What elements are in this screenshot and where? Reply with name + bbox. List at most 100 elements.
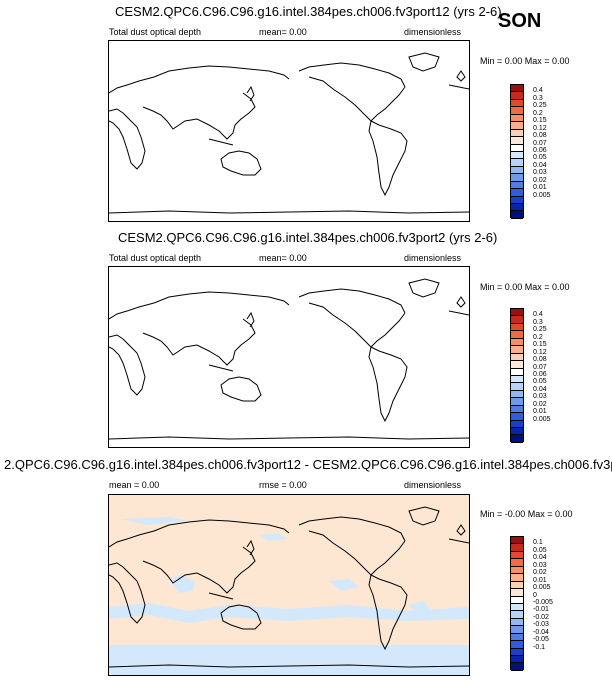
colorbar-tick-label: 0.05 (533, 546, 547, 554)
colorbar-swatch (511, 361, 523, 369)
coastline-segment (220, 604, 262, 630)
coastline (109, 495, 469, 675)
colorbar-swatch (511, 537, 523, 545)
colorbar-swatch (511, 589, 523, 597)
panel-title: CESM2.QPC6.C96.C96.g16.intel.384pes.ch00… (118, 230, 498, 245)
coastline-segment (246, 539, 255, 556)
coastline-segment (109, 562, 146, 624)
negative-difference-region (169, 575, 195, 593)
mean-label: mean = 0.00 (109, 480, 160, 490)
variable-label: Total dust optical depth (109, 27, 202, 37)
colorbar-tick-label: 0.04 (533, 554, 547, 562)
colorbar-swatch (511, 656, 523, 664)
coastline-segment (448, 310, 469, 316)
colorbar-labels: 0.4 0.3 0.25 0.2 0.15 0.12 0.08 0.07 0.06 0.05 0.0… (511, 308, 571, 442)
colorbar-swatch (511, 331, 523, 339)
mean-label: mean= 0.00 (259, 27, 307, 37)
colorbar-swatch (511, 420, 523, 428)
coastline-segment (368, 346, 408, 423)
colorbar-swatch (511, 196, 523, 204)
colorbar-swatch (511, 92, 523, 100)
colorbar-tick-label: 0.05 (533, 154, 547, 162)
coastline-segment (456, 296, 466, 308)
colorbar-swatch (511, 375, 523, 384)
colorbar-tick-label: -0.04 (533, 628, 549, 636)
coastline-segment (368, 574, 408, 651)
colorbar-swatch (511, 99, 523, 108)
colorbar-swatch (511, 122, 523, 130)
units-label: dimensionless (404, 253, 462, 263)
colorbar-swatch (511, 618, 523, 627)
min-max-label: Min = 0.00 Max = 0.00 (480, 282, 570, 292)
min-max-label: Min = 0.00 Max = 0.00 (480, 56, 570, 66)
negative-difference-region (259, 533, 287, 541)
coastline-segment (448, 84, 469, 90)
colorbar-tick-label: 0.4 (533, 87, 543, 95)
world-map (108, 266, 470, 448)
colorbar-tick-label: 0.04 (533, 161, 547, 169)
colorbar-labels: 0.1 0.05 0.04 0.03 0.02 0.01 0.005 0 -0.005 -0.01… (511, 536, 571, 670)
coastline-segment (220, 150, 262, 176)
units-label: dimensionless (404, 27, 462, 37)
colorbar-swatch (511, 309, 523, 317)
coastline-segment (448, 538, 469, 544)
colorbar-tick-label: 0.25 (533, 102, 547, 110)
colorbar-tick-label: -0.05 (533, 636, 549, 644)
colorbar-swatch (511, 611, 523, 619)
colorbar-tick-label: 0.25 (533, 326, 547, 334)
colorbar-swatch (511, 603, 523, 612)
colorbar-swatch (511, 544, 523, 552)
world-map (108, 40, 470, 222)
colorbar-swatch (511, 353, 523, 362)
colorbar-swatch (511, 159, 523, 167)
colorbar-swatch (511, 663, 523, 671)
coastline-segment (370, 312, 406, 348)
coastline-segment (109, 210, 469, 214)
negative-difference-region (109, 603, 469, 623)
colorbar-tick-label: -0.02 (533, 613, 549, 621)
colorbar-tick-label: 0 (533, 591, 537, 599)
panel-title: 2.QPC6.C96.C96.g16.intel.384pes.ch006.fv… (4, 457, 612, 472)
colorbar-swatch (511, 641, 523, 649)
colorbar-swatch (511, 323, 523, 332)
colorbar-tick-label: -0.03 (533, 621, 549, 629)
coastline-segment (408, 278, 440, 298)
coastline-segment (220, 376, 262, 402)
colorbar-tick-label: 0.04 (533, 385, 547, 393)
colorbar-swatch (511, 574, 523, 582)
colorbar-tick-label: 0.07 (533, 139, 547, 147)
colorbar-tick-label: -0.005 (533, 599, 553, 606)
colorbar (510, 536, 524, 671)
colorbar-tick-label: 0.08 (533, 132, 547, 140)
colorbar-tick-label: 0.005 (533, 191, 551, 199)
colorbar-swatch (511, 346, 523, 354)
coastline-segment (109, 108, 146, 170)
colorbar-swatch (511, 151, 523, 160)
colorbar-tick-label: 0.03 (533, 561, 547, 569)
colorbar-swatch (511, 559, 523, 567)
coastline-segment (456, 70, 466, 82)
colorbar-tick-label: 0.06 (533, 371, 547, 378)
colorbar-swatch (511, 316, 523, 324)
colorbar-tick-label: 0.01 (533, 184, 547, 192)
colorbar-swatch (511, 648, 523, 656)
coastline-segment (109, 519, 290, 548)
colorbar-swatch (511, 144, 523, 152)
coastline-segment (109, 65, 290, 94)
colorbar-swatch (511, 338, 523, 347)
colorbar-swatch (511, 137, 523, 145)
negative-difference-region (409, 601, 433, 619)
coastline-segment (142, 92, 256, 140)
colorbar-tick-label: 0.3 (533, 318, 543, 326)
colorbar-tick-label: 0.02 (533, 176, 547, 184)
variable-label: Total dust optical depth (109, 253, 202, 263)
coastline-segment (208, 592, 234, 600)
coastline-segment (246, 311, 255, 328)
colorbar-swatch (511, 174, 523, 182)
colorbar-tick-label: 0.005 (533, 584, 551, 592)
colorbar-swatch (511, 166, 523, 175)
coastline-segment (370, 86, 406, 122)
colorbar-swatch (511, 107, 523, 115)
coastline (109, 52, 469, 214)
colorbar-tick-label: 0.15 (533, 341, 547, 349)
